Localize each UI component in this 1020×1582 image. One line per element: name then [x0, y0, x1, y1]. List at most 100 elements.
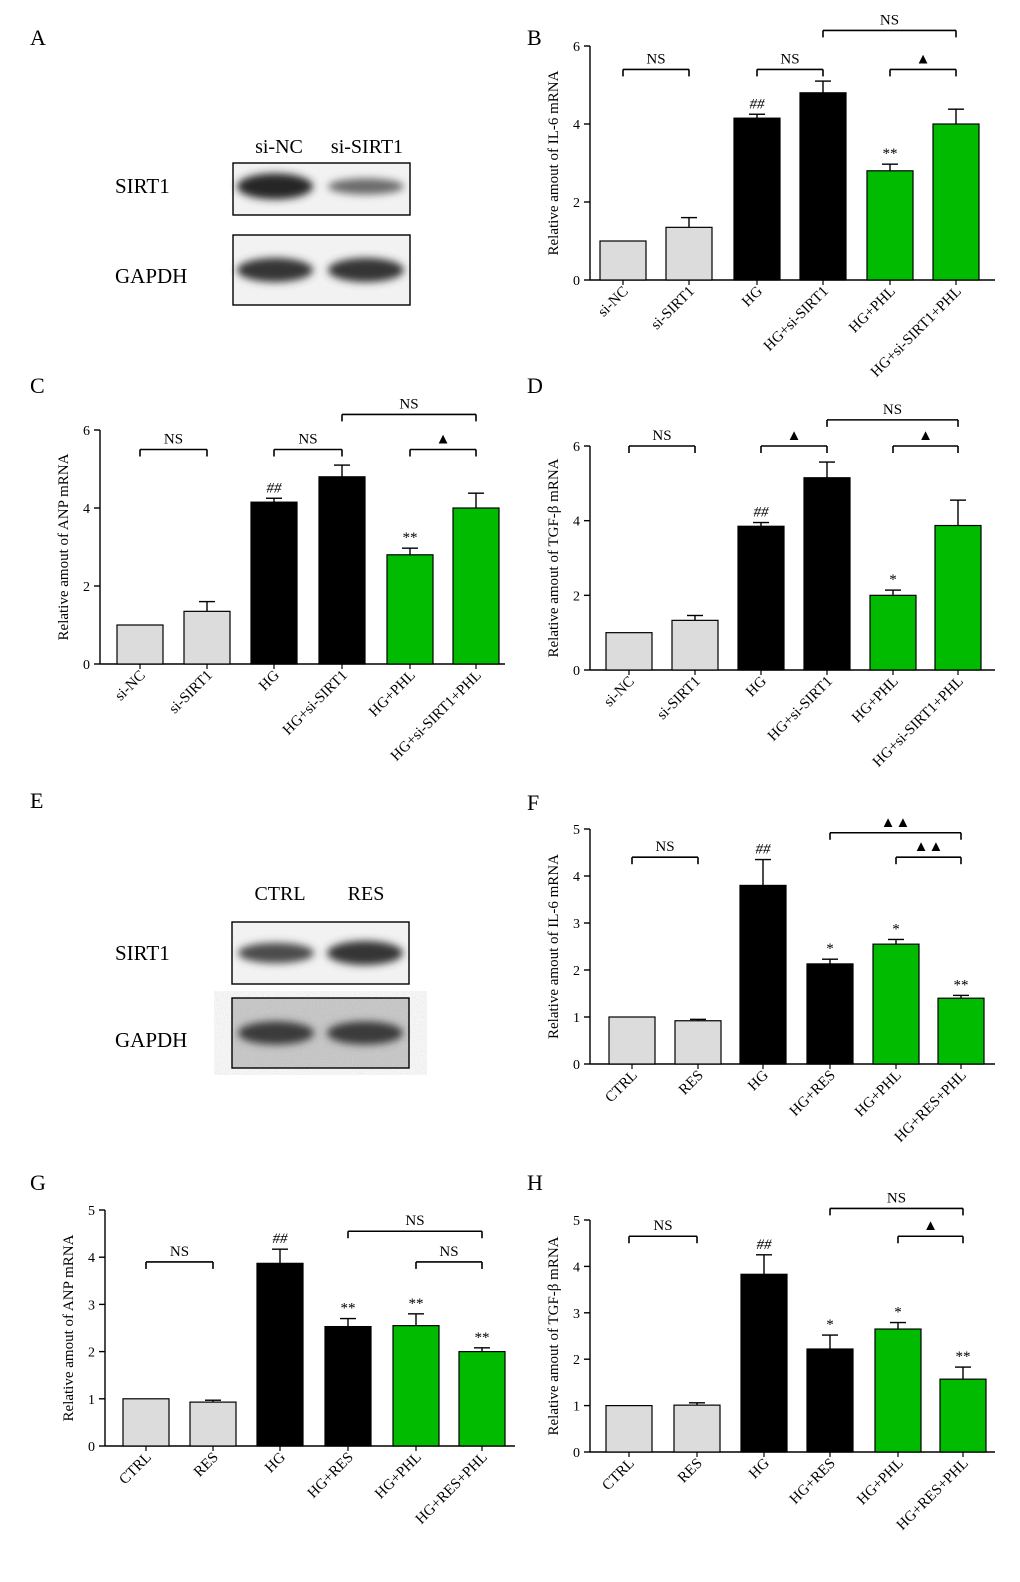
- bracket-label: NS: [655, 839, 674, 855]
- bracket-label: NS: [405, 1213, 424, 1229]
- category-label: si-NC: [112, 668, 149, 705]
- category-label: HG+RES: [787, 1456, 839, 1508]
- bracket-label: ▲▲: [914, 839, 944, 855]
- bar: [799, 92, 847, 281]
- bar: [122, 1398, 170, 1447]
- bar: [806, 1348, 854, 1453]
- bar: [458, 1350, 506, 1447]
- category-label: HG+PHL: [372, 1450, 425, 1503]
- panel-letter: G: [30, 1170, 46, 1195]
- bracket-label: ▲: [918, 428, 933, 444]
- bar: [739, 884, 787, 1065]
- bar: [806, 963, 854, 1065]
- blot-band: [237, 173, 313, 200]
- bar: [932, 123, 980, 281]
- blot-band: [237, 257, 313, 283]
- category-label: CTRL: [602, 1068, 640, 1106]
- bar: [183, 610, 231, 665]
- bracket-label: NS: [652, 428, 671, 444]
- bracket-label: NS: [887, 1190, 906, 1206]
- y-tick-label: 4: [573, 1260, 580, 1275]
- y-tick-label: 2: [573, 589, 580, 604]
- bar: [869, 594, 917, 671]
- chart-panel-g: G 0 1 2 3 4 5 Relative amout of ANP mRNA CTRL RES…: [30, 1170, 515, 1528]
- significance-mark: *: [826, 1317, 834, 1333]
- bar: [866, 170, 914, 281]
- y-tick-label: 0: [573, 1058, 580, 1073]
- chart-panel-h: H 0 1 2 3 4 5 Relative amout of TGF-β mRNA CTRL R…: [527, 1170, 995, 1534]
- category-label: si-NC: [595, 284, 632, 321]
- y-tick-label: 3: [573, 917, 580, 932]
- row-label: SIRT1: [115, 174, 170, 198]
- significance-mark: **: [956, 1349, 971, 1365]
- category-label: HG+PHL: [854, 1456, 907, 1509]
- blot-frame: [231, 921, 410, 985]
- category-label: HG: [746, 1455, 773, 1482]
- category-label: HG+PHL: [846, 284, 899, 337]
- category-label: HG+si-SIRT1: [280, 668, 351, 739]
- significance-mark: ##: [267, 480, 283, 496]
- blot-band: [328, 257, 404, 283]
- bar: [392, 1325, 440, 1447]
- category-label: CTRL: [599, 1456, 637, 1494]
- bracket-label: NS: [653, 1218, 672, 1234]
- bracket-label: ▲: [916, 51, 931, 67]
- y-axis-label: Relative amout of TGF-β mRNA: [546, 1236, 562, 1435]
- category-label: RES: [191, 1450, 222, 1481]
- category-label: HG: [743, 673, 770, 700]
- y-axis-label: Relative amout of IL-6 mRNA: [546, 854, 562, 1039]
- y-tick-label: 4: [573, 870, 580, 885]
- bracket-label: NS: [170, 1244, 189, 1260]
- y-tick-label: 0: [573, 1446, 580, 1461]
- bar: [874, 1328, 922, 1453]
- bar: [673, 1404, 721, 1453]
- category-label: HG+PHL: [849, 674, 902, 727]
- y-tick-label: 2: [573, 964, 580, 979]
- y-tick-label: 2: [83, 580, 90, 595]
- y-tick-label: 3: [573, 1307, 580, 1322]
- blot-panel-a: Asi-NC si-SIRT1 SIRT1 GAPDH: [30, 25, 411, 306]
- y-tick-label: 0: [88, 1440, 95, 1455]
- significance-mark: **: [341, 1301, 356, 1317]
- significance-mark: *: [892, 921, 900, 937]
- bracket-label: ▲: [923, 1218, 938, 1234]
- y-tick-label: 3: [88, 1298, 95, 1313]
- chart-panel-f: F 0 1 2 3 4 5 Relative amout of IL-6 mRNA CTRL RE…: [527, 790, 995, 1146]
- y-tick-label: 0: [83, 658, 90, 673]
- significance-mark: ##: [756, 842, 772, 858]
- y-tick-label: 5: [88, 1204, 95, 1219]
- significance-mark: *: [894, 1305, 902, 1321]
- y-axis-label: Relative amout of IL-6 mRNA: [546, 70, 562, 255]
- bar: [740, 1273, 788, 1453]
- bar: [324, 1325, 372, 1447]
- y-tick-label: 1: [88, 1393, 95, 1408]
- chart-panel-b: B 0 2 4 6 Relative amout of IL-6 mRNA si-NC si-…: [527, 12, 995, 380]
- y-tick-label: 5: [573, 1214, 580, 1229]
- category-label: HG+RES+PHL: [413, 1450, 491, 1528]
- bar: [665, 226, 713, 281]
- bar: [116, 624, 164, 665]
- y-tick-label: 2: [88, 1346, 95, 1361]
- category-label: HG: [745, 1067, 772, 1094]
- blot-band: [327, 940, 403, 966]
- bar: [318, 476, 366, 665]
- lane-label: CTRL: [254, 883, 305, 905]
- bar: [671, 619, 719, 671]
- significance-mark: ##: [754, 505, 770, 521]
- y-axis-label: Relative amout of TGF-β mRNA: [546, 458, 562, 657]
- bracket-label: NS: [780, 51, 799, 67]
- bracket-label: ▲: [436, 432, 451, 448]
- blot-band: [327, 1021, 403, 1045]
- category-label: si-NC: [601, 674, 638, 711]
- category-label: RES: [675, 1456, 706, 1487]
- blot-band: [238, 1021, 314, 1045]
- y-tick-label: 6: [83, 424, 90, 439]
- y-tick-label: 1: [573, 1400, 580, 1415]
- panel-letter: E: [30, 788, 43, 813]
- bracket-label: NS: [399, 396, 418, 412]
- blot-band: [328, 178, 404, 195]
- bar: [872, 943, 920, 1065]
- category-label: si-SIRT1: [654, 674, 704, 724]
- bracket-label: ▲▲: [881, 815, 911, 831]
- bar: [733, 117, 781, 281]
